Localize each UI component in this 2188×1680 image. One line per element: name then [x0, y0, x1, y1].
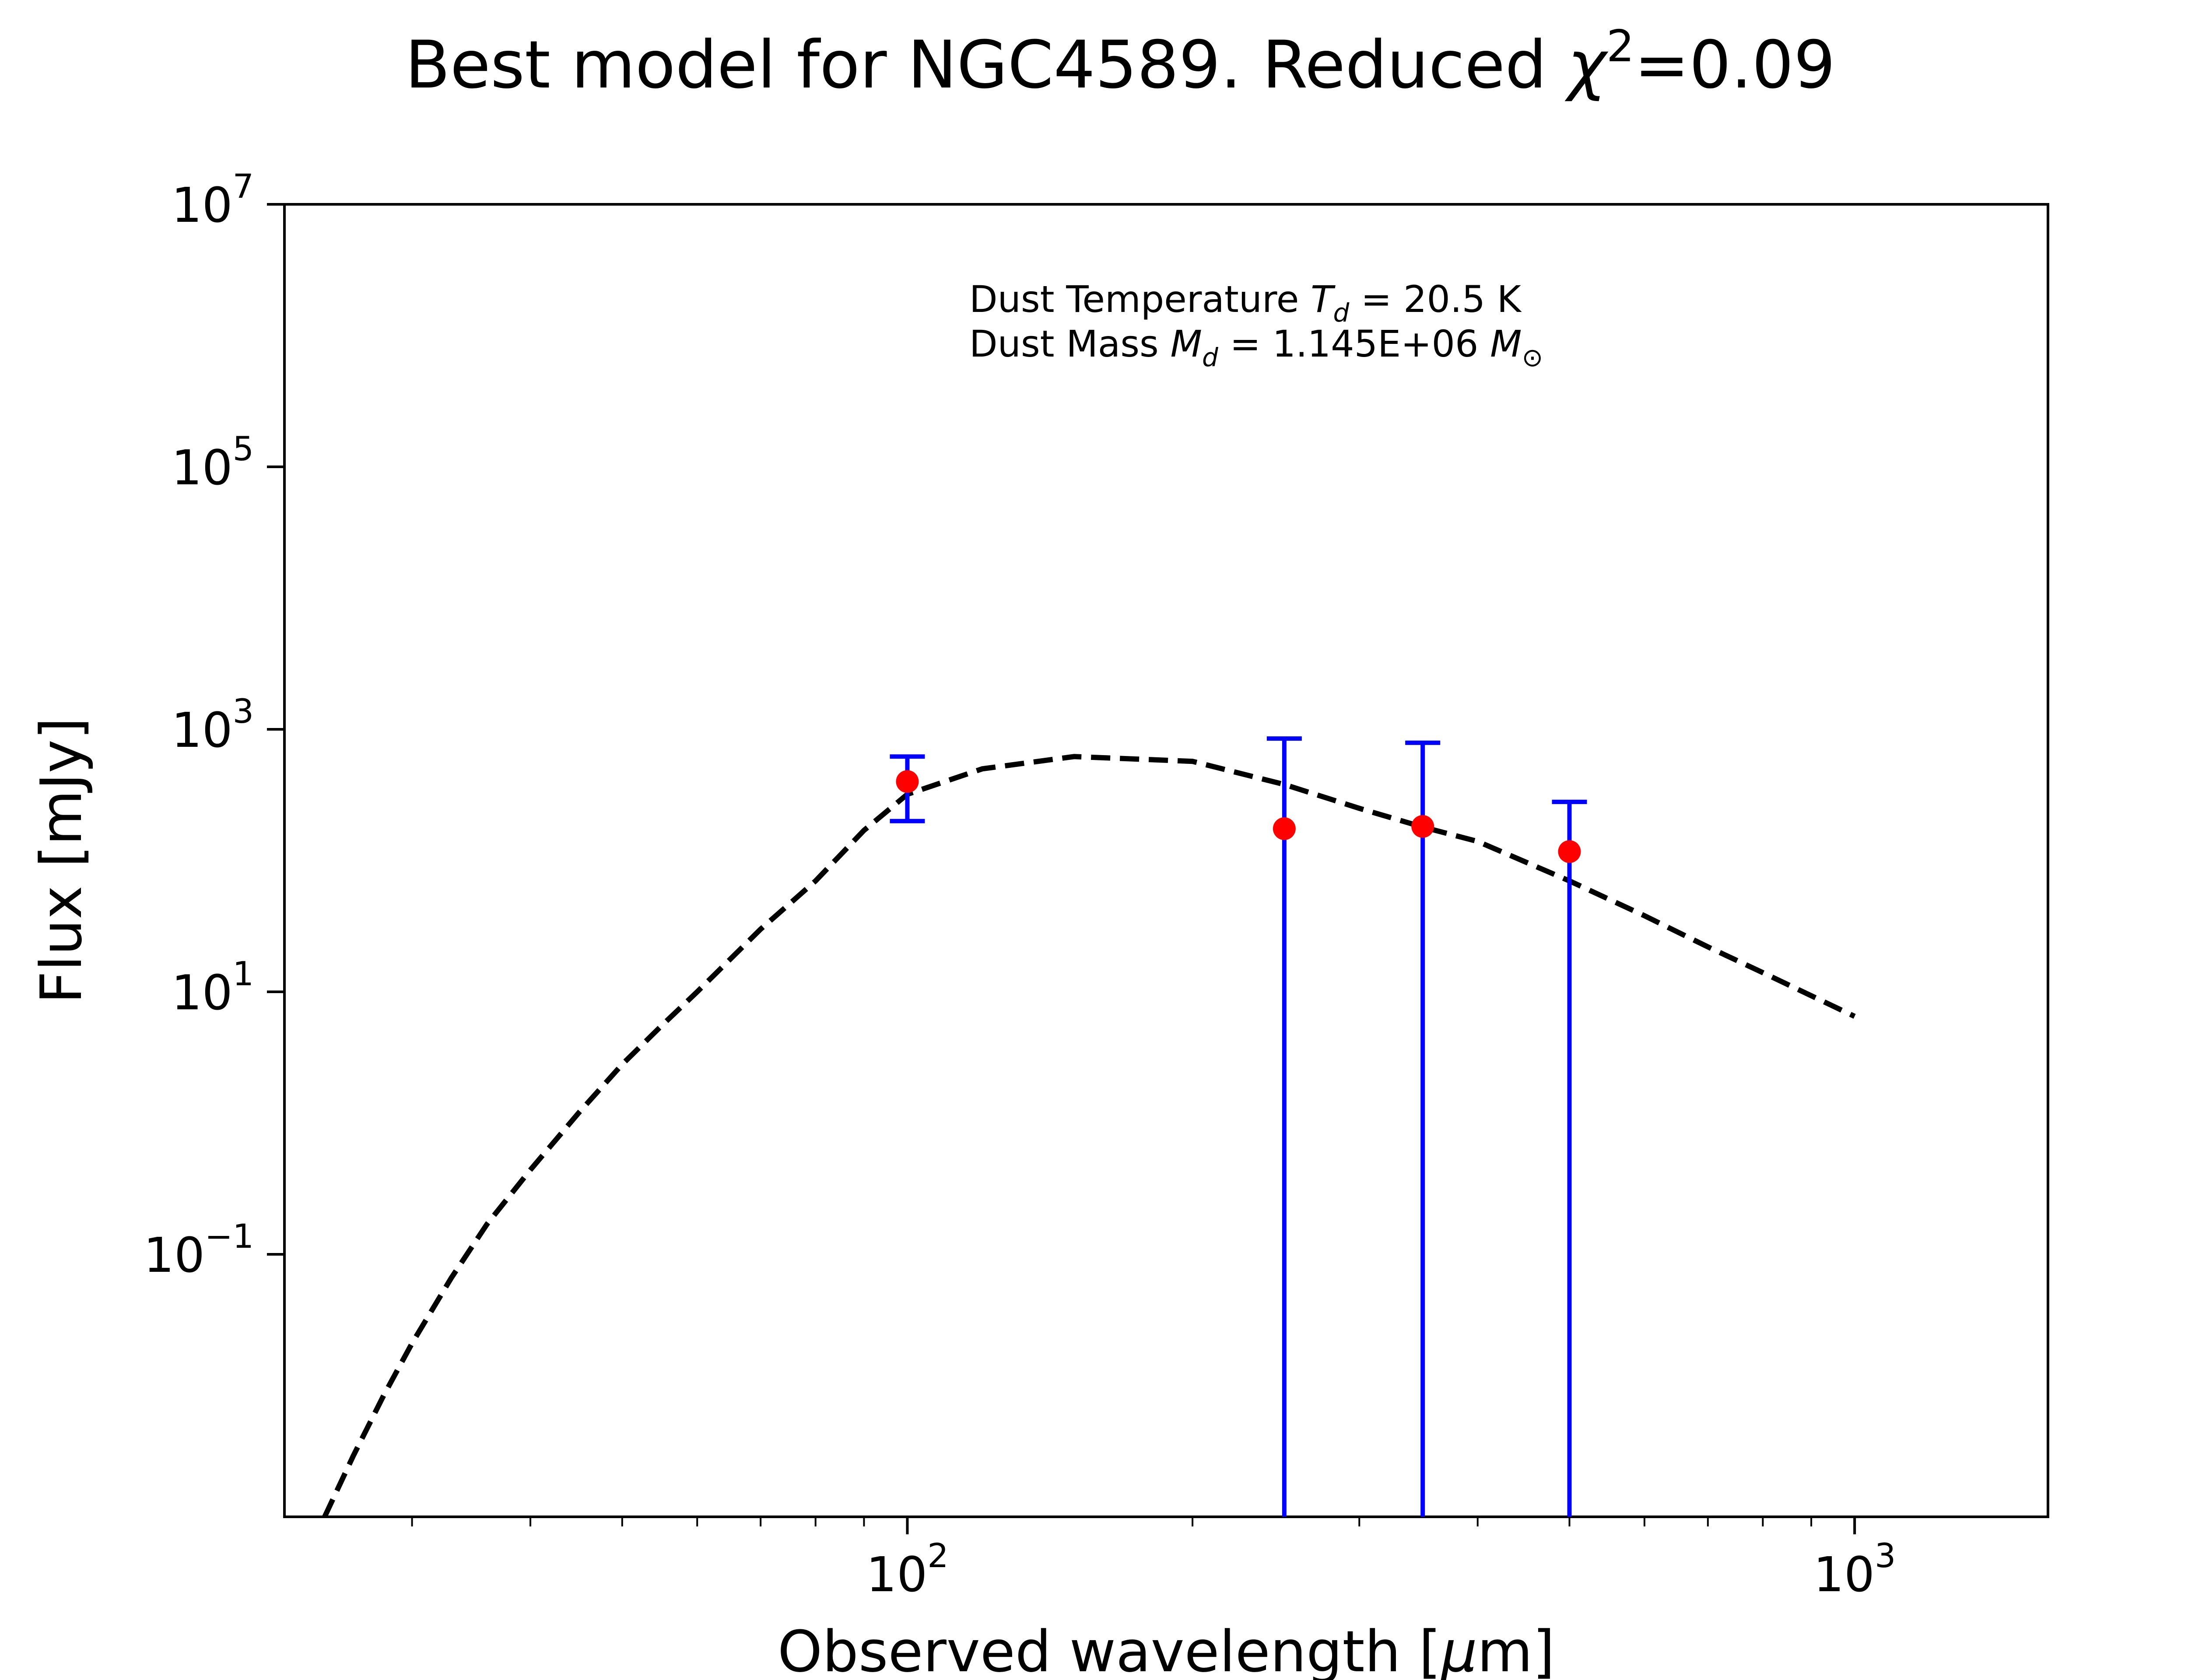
y-axis-label: Flux [mJy]	[28, 718, 95, 1004]
annotation-mass-pre: Dust Mass	[969, 322, 1171, 365]
chart-title-sup: 2	[1606, 21, 1634, 72]
x-axis-ticks: 102 103	[411, 1517, 1896, 1603]
data-point-1	[1273, 817, 1296, 840]
annotation-mass-unit: M	[1490, 322, 1522, 365]
y-tick-label-1: 101	[172, 954, 254, 1021]
annotation-mass-mid: = 1.145E+06	[1218, 322, 1490, 365]
annotation-temperature-symbol: T	[1311, 278, 1336, 321]
x-tick-label-1: 103	[1813, 1536, 1896, 1603]
y-tick-label-0: 10−1	[144, 1217, 254, 1283]
x-axis-label-pre: Observed wavelength [	[778, 1618, 1441, 1680]
x-axis-label: Observed wavelength [μm]	[778, 1618, 1555, 1680]
x-axis-label-mu: μ	[1440, 1618, 1477, 1680]
data-point-2	[1411, 815, 1434, 838]
chart-title-main: Best model for NGC4589. Reduced	[405, 27, 1568, 103]
y-axis-ticks: 10−1 101 103 105 107	[144, 167, 284, 1283]
error-bars	[890, 736, 1587, 1517]
data-point-0	[896, 770, 919, 793]
data-points	[896, 770, 1581, 863]
annotation-temperature-post: = 20.5 K	[1349, 278, 1522, 321]
model-curve	[322, 754, 1856, 1518]
annotation-mass-sub: d	[1202, 343, 1219, 372]
annotation-temperature-sub: d	[1333, 298, 1350, 328]
y-tick-label-3: 105	[172, 429, 254, 496]
data-point-3	[1558, 840, 1581, 863]
chart-title-chi: χ	[1564, 27, 1609, 103]
annotation-mass-symbol: M	[1171, 322, 1202, 365]
annotation-temperature: Dust Temperature Td = 20.5 K	[969, 278, 1522, 328]
x-axis-label-post: m]	[1477, 1618, 1555, 1680]
annotation-mass-unit-sub: ⊙	[1522, 343, 1543, 372]
annotation-mass: Dust Mass Md = 1.145E+06 M⊙	[969, 322, 1543, 372]
x-tick-label-0: 102	[866, 1536, 948, 1603]
chart-title-tail: =0.09	[1634, 27, 1836, 103]
chart-title: Best model for NGC4589. Reduced χ2=0.09	[405, 21, 1836, 103]
plot-frame	[283, 203, 2049, 1518]
y-tick-label-4: 107	[172, 167, 254, 233]
annotation-temperature-pre: Dust Temperature	[969, 278, 1311, 321]
y-tick-label-2: 103	[172, 692, 254, 758]
